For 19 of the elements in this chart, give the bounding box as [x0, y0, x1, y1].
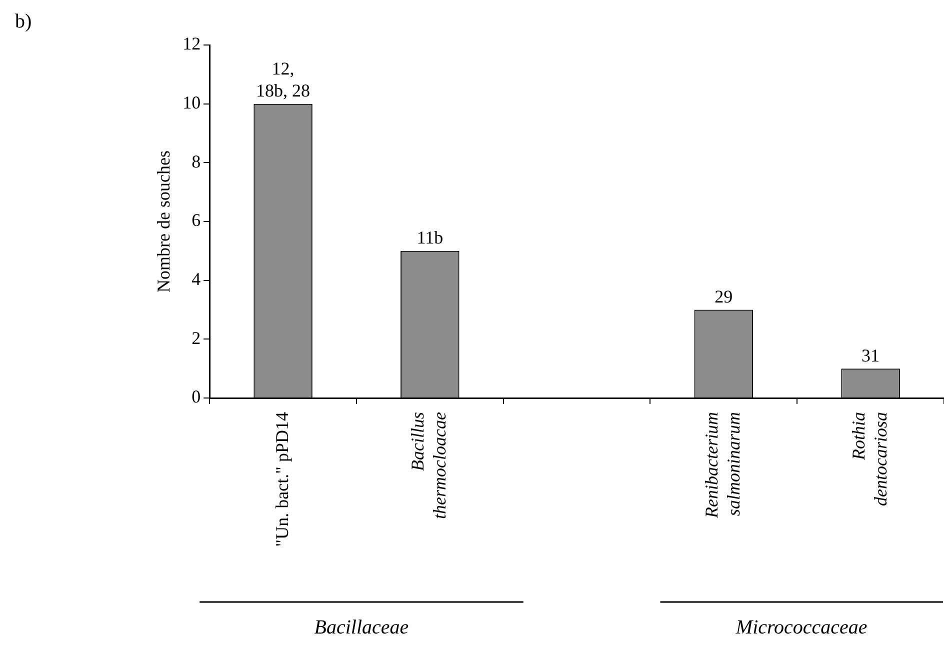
y-tick-label: 4: [192, 269, 201, 290]
y-axis-title: Nombre de souches: [154, 150, 174, 292]
y-tick-label: 2: [192, 328, 201, 348]
y-tick-label: 8: [192, 151, 201, 172]
annotation: 31: [862, 345, 880, 366]
annotation: 12, 18b, 28: [256, 58, 310, 101]
text: Micrococcaceae: [734, 616, 868, 638]
annotation: 29: [714, 286, 733, 306]
annotation: 11b: [416, 228, 444, 248]
y-tick-label: 0: [192, 386, 201, 407]
x-tick-label: Rothia dentocariosa: [848, 412, 890, 506]
y-tick-label: 12: [182, 34, 201, 54]
y-tick-label: 10: [182, 92, 201, 113]
text: b): [15, 10, 32, 32]
text: Bacillaceae: [314, 616, 409, 638]
x-tick-label: Renibacterium salmoninarum: [701, 412, 744, 519]
y-tick-label: 6: [192, 210, 201, 230]
x-tick-label: "Un. bact." pPD14: [272, 412, 292, 547]
x-tick-label: Bacillus thermocloacae: [408, 412, 450, 519]
